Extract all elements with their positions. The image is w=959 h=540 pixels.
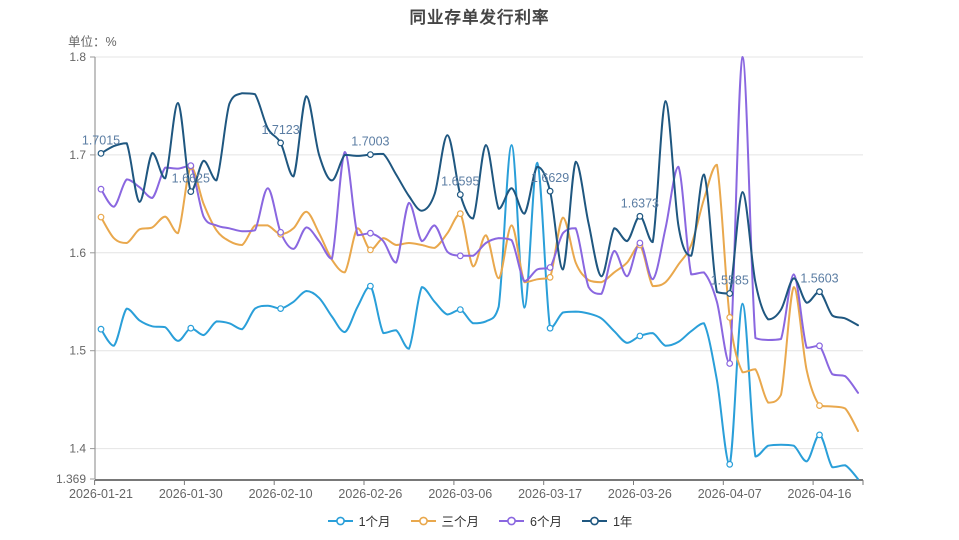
data-point-marker-6个月 xyxy=(187,162,195,170)
data-point-marker-1个月 xyxy=(816,431,823,439)
legend-item-1个月[interactable]: 1个月 xyxy=(327,511,391,530)
chart-title: 同业存单发行利率 xyxy=(409,9,550,27)
x-axis-label: 2026-01-21 xyxy=(69,487,133,501)
data-point-marker-6个月 xyxy=(726,360,734,367)
series-line-三个月 xyxy=(100,163,859,432)
x-axis-label: 2026-02-26 xyxy=(338,487,402,501)
data-point-marker-1年 xyxy=(816,288,823,296)
data-point-marker-1个月 xyxy=(456,306,464,314)
legend-label: 1年 xyxy=(612,515,633,529)
data-point-marker-6个月 xyxy=(816,342,823,350)
legend-line-marker-icon xyxy=(499,516,525,525)
data-point-label: 1.6595 xyxy=(441,175,479,189)
legend-line-marker-icon xyxy=(581,516,607,525)
x-axis-label: 2026-04-16 xyxy=(788,487,852,501)
data-point-marker-三个月 xyxy=(816,402,823,410)
data-point-marker-1个月 xyxy=(97,325,105,333)
legend-item-6个月[interactable]: 6个月 xyxy=(498,511,562,530)
x-axis-label: 2026-03-17 xyxy=(518,487,582,501)
data-point-marker-6个月 xyxy=(367,229,374,237)
y-axis-label: 1.369 xyxy=(56,472,86,486)
data-point-marker-1年 xyxy=(277,139,285,147)
data-point-marker-6个月 xyxy=(456,252,464,260)
legend-line-marker-icon xyxy=(327,516,353,525)
data-point-marker-三个月 xyxy=(456,210,464,218)
legend-item-三个月[interactable]: 三个月 xyxy=(410,511,480,530)
x-axis-label: 2026-02-10 xyxy=(249,487,313,501)
legend-label: 6个月 xyxy=(530,515,562,529)
x-axis-label: 2026-04-07 xyxy=(698,487,762,501)
data-point-marker-三个月 xyxy=(546,273,554,281)
data-point-marker-1个月 xyxy=(367,282,374,290)
data-point-marker-6个月 xyxy=(277,228,285,236)
data-point-marker-1个月 xyxy=(546,324,554,332)
data-point-marker-1年 xyxy=(367,151,374,159)
data-point-label: 1.7003 xyxy=(351,135,389,149)
data-point-marker-1年 xyxy=(97,149,105,157)
data-point-marker-1年 xyxy=(726,290,734,297)
legend-label: 三个月 xyxy=(441,515,480,529)
series-line-1年 xyxy=(100,92,859,327)
y-axis-label: 1.4 xyxy=(69,442,86,456)
data-point-marker-1个月 xyxy=(726,460,734,468)
data-point-marker-1个月 xyxy=(277,305,285,313)
data-point-marker-6个月 xyxy=(636,239,644,247)
data-point-marker-1年 xyxy=(187,188,195,196)
data-point-label: 1.6629 xyxy=(531,171,569,185)
data-point-label: 1.6625 xyxy=(172,172,210,186)
data-point-marker-1年 xyxy=(636,212,644,220)
data-point-marker-6个月 xyxy=(97,185,105,193)
data-point-marker-1年 xyxy=(456,191,464,199)
data-point-label: 1.5603 xyxy=(800,272,838,286)
data-point-marker-6个月 xyxy=(546,264,554,271)
y-axis-label: 1.5 xyxy=(69,344,86,358)
data-point-marker-三个月 xyxy=(726,314,734,321)
y-axis-label: 1.7 xyxy=(69,148,86,162)
data-point-marker-1个月 xyxy=(187,324,195,332)
data-point-marker-三个月 xyxy=(367,246,374,254)
legend-label: 1个月 xyxy=(358,515,391,529)
legend-item-1年[interactable]: 1年 xyxy=(581,511,632,530)
series-line-6个月 xyxy=(100,56,859,394)
x-axis-label: 2026-03-06 xyxy=(428,487,492,501)
y-axis-label: 1.8 xyxy=(69,50,86,64)
y-axis-label: 1.6 xyxy=(69,246,86,260)
data-point-marker-三个月 xyxy=(97,213,105,221)
data-point-label: 1.5585 xyxy=(711,274,749,288)
legend-line-marker-icon xyxy=(410,516,436,525)
x-axis-label: 2026-01-30 xyxy=(159,487,223,501)
data-point-label: 1.6373 xyxy=(621,196,659,210)
series-line-1个月 xyxy=(100,144,859,480)
data-point-marker-1个月 xyxy=(636,332,644,340)
data-point-marker-1年 xyxy=(546,187,554,195)
x-axis-label: 2026-03-26 xyxy=(608,487,672,501)
data-point-label: 1.7015 xyxy=(82,133,120,147)
legend: 1个月 三个月 6个月 1年 xyxy=(0,511,959,530)
y-axis-unit-label: 单位：% xyxy=(68,35,117,49)
data-point-label: 1.7123 xyxy=(261,123,299,137)
